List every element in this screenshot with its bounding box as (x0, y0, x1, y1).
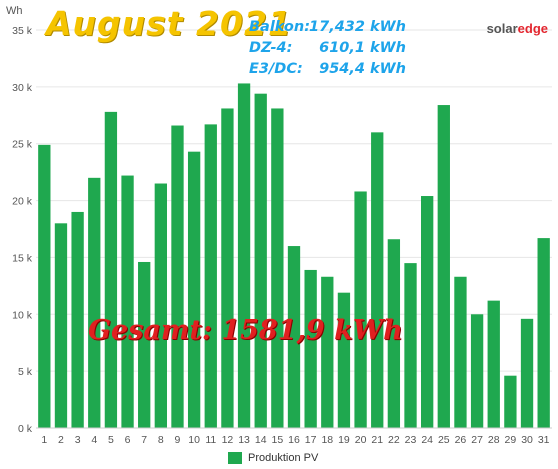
bar (171, 125, 184, 429)
bar (254, 93, 267, 429)
x-tick-label: 15 (272, 434, 284, 446)
bar (104, 111, 118, 429)
x-tick-label: 25 (438, 434, 450, 446)
x-tick-label: 12 (222, 434, 234, 446)
bar (71, 211, 84, 428)
legend[interactable]: Produktion PV (228, 452, 318, 464)
bar (421, 196, 434, 428)
x-tick-label: 9 (175, 434, 181, 446)
bar (237, 83, 251, 429)
y-tick-label: 30 k (12, 82, 33, 94)
x-tick-label: 18 (321, 434, 333, 446)
solaredge-logo: solaredge (479, 6, 548, 36)
bar (371, 132, 384, 429)
legend-swatch (228, 452, 242, 464)
x-tick-label: 13 (238, 434, 250, 446)
x-tick-label: 6 (125, 434, 131, 446)
x-tick-label: 24 (421, 434, 433, 446)
y-tick-label: 0 k (18, 423, 33, 435)
x-tick-label: 1 (41, 434, 47, 446)
stat-value-dz4: 610,1 kWh (319, 40, 406, 56)
x-tick-label: 2 (58, 434, 64, 446)
x-tick-label: 31 (538, 434, 550, 446)
y-tick-label: 20 k (12, 196, 33, 208)
bar (204, 124, 217, 428)
x-tick-label: 19 (338, 434, 350, 446)
bar (88, 177, 101, 428)
bar (487, 300, 500, 428)
bar (404, 263, 417, 428)
x-tick-label: 5 (108, 434, 114, 446)
stat-label-e3dc: E3/DC: (249, 61, 303, 77)
bar (454, 276, 467, 428)
x-tick-label: 7 (141, 434, 147, 446)
bar (321, 276, 334, 428)
bar (138, 261, 151, 428)
total-label: Gesamt: 1581,9 kWh (88, 315, 403, 346)
y-tick-label: 15 k (12, 252, 33, 264)
x-tick-label: 16 (288, 434, 300, 446)
x-tick-label: 10 (188, 434, 200, 446)
x-tick-label: 30 (521, 434, 533, 446)
x-tick-label: 3 (75, 434, 81, 446)
y-tick-label: 10 k (12, 309, 33, 321)
y-tick-label: 25 k (12, 139, 33, 151)
bar (121, 175, 134, 428)
bar (520, 318, 534, 428)
x-tick-label: 26 (455, 434, 467, 446)
logo-part-a: solar (486, 21, 518, 36)
x-tick-label: 20 (355, 434, 367, 446)
y-tick-label: 35 k (12, 25, 33, 37)
bar (470, 314, 484, 428)
stat-label-dz4: DZ-4: (249, 40, 293, 56)
bar (437, 105, 450, 429)
x-tick-label: 29 (505, 434, 517, 446)
y-tick-label: 5 k (18, 366, 33, 378)
bar (304, 269, 317, 428)
bar (337, 292, 351, 428)
bar (354, 191, 367, 428)
x-tick-label: 17 (305, 434, 317, 446)
y-axis-unit-label: Wh (6, 5, 23, 17)
legend-label: Produktion PV (248, 452, 319, 464)
x-tick-label: 27 (471, 434, 483, 446)
x-tick-label: 8 (158, 434, 164, 446)
bar (504, 375, 517, 428)
bar (271, 108, 284, 428)
x-tick-label: 28 (488, 434, 500, 446)
bar (287, 246, 301, 428)
bar (221, 108, 234, 428)
x-tick-label: 11 (205, 434, 216, 446)
x-tick-label: 22 (388, 434, 400, 446)
stat-value-e3dc: 954,4 kWh (319, 61, 406, 77)
x-tick-label: 14 (255, 434, 267, 446)
x-tick-label: 21 (371, 434, 383, 446)
stat-label-balkon: Balkon: (249, 19, 311, 35)
bar (38, 144, 51, 428)
bar (537, 238, 550, 428)
x-tick-label: 23 (405, 434, 417, 446)
logo-part-b: edge (517, 21, 548, 36)
chart-title: August 2021 (46, 4, 292, 43)
x-tick-label: 4 (91, 434, 97, 446)
bar (387, 239, 401, 428)
bar (54, 223, 68, 428)
bar (187, 151, 201, 428)
bar (154, 183, 167, 428)
stat-value-balkon: 17,432 kWh (309, 19, 406, 35)
